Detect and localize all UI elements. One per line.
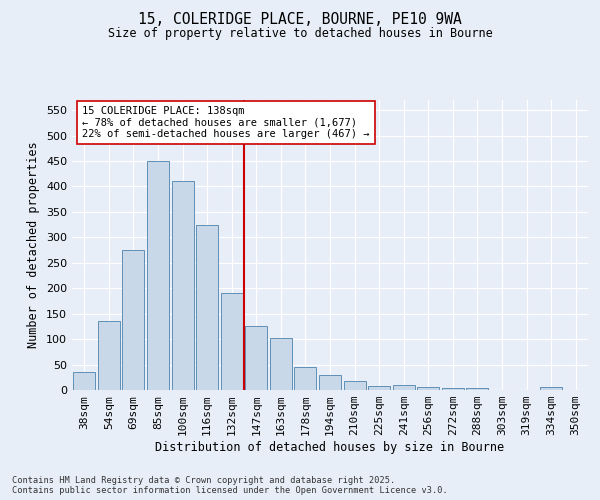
Text: Contains HM Land Registry data © Crown copyright and database right 2025.
Contai: Contains HM Land Registry data © Crown c… <box>12 476 448 495</box>
Bar <box>196 224 218 390</box>
Bar <box>295 367 316 390</box>
Bar <box>540 387 562 390</box>
Bar <box>245 326 268 390</box>
Bar <box>122 250 145 390</box>
Text: 15, COLERIDGE PLACE, BOURNE, PE10 9WA: 15, COLERIDGE PLACE, BOURNE, PE10 9WA <box>138 12 462 28</box>
Bar <box>442 388 464 390</box>
Bar <box>147 161 169 390</box>
Bar <box>270 338 292 390</box>
Bar <box>73 372 95 390</box>
Bar <box>368 386 390 390</box>
Bar <box>466 388 488 390</box>
Text: 15 COLERIDGE PLACE: 138sqm
← 78% of detached houses are smaller (1,677)
22% of s: 15 COLERIDGE PLACE: 138sqm ← 78% of deta… <box>82 106 370 139</box>
Bar <box>392 386 415 390</box>
Bar <box>417 388 439 390</box>
Bar <box>221 294 243 390</box>
Bar <box>319 374 341 390</box>
X-axis label: Distribution of detached houses by size in Bourne: Distribution of detached houses by size … <box>155 441 505 454</box>
Bar <box>172 182 194 390</box>
Text: Size of property relative to detached houses in Bourne: Size of property relative to detached ho… <box>107 28 493 40</box>
Y-axis label: Number of detached properties: Number of detached properties <box>28 142 40 348</box>
Bar <box>98 322 120 390</box>
Bar <box>344 381 365 390</box>
